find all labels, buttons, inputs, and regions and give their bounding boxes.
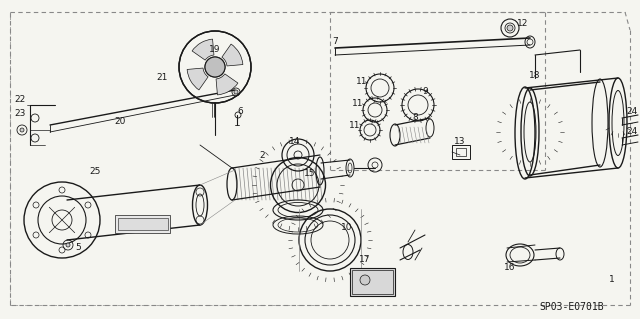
Circle shape: [205, 57, 225, 77]
Bar: [352, 270, 393, 294]
Text: 11: 11: [356, 78, 368, 86]
Text: 13: 13: [454, 137, 466, 146]
Text: 1: 1: [609, 276, 615, 285]
Text: 8: 8: [412, 113, 418, 122]
Wedge shape: [222, 44, 243, 66]
Text: 12: 12: [517, 19, 529, 28]
Text: 15: 15: [304, 168, 316, 177]
Text: 10: 10: [341, 222, 353, 232]
Bar: [452, 145, 470, 159]
Text: 24: 24: [627, 128, 637, 137]
Bar: [350, 268, 395, 296]
Text: 16: 16: [504, 263, 516, 272]
Text: 22: 22: [14, 95, 26, 105]
Text: 7: 7: [332, 38, 338, 47]
Circle shape: [360, 275, 370, 285]
Text: 11: 11: [352, 100, 364, 108]
Text: 17: 17: [359, 256, 371, 264]
Text: SP03-E0701B: SP03-E0701B: [540, 302, 604, 312]
Text: 5: 5: [75, 243, 81, 253]
Circle shape: [20, 128, 24, 132]
Wedge shape: [192, 39, 214, 60]
Wedge shape: [216, 74, 238, 95]
Circle shape: [234, 90, 238, 94]
Text: 11: 11: [349, 122, 361, 130]
Text: 25: 25: [90, 167, 100, 176]
Bar: [115, 215, 170, 233]
Text: 14: 14: [289, 137, 301, 146]
Text: 6: 6: [237, 107, 243, 115]
Text: 19: 19: [209, 46, 221, 55]
Text: 20: 20: [115, 117, 125, 127]
Bar: [118, 218, 168, 230]
Wedge shape: [187, 68, 208, 90]
Circle shape: [66, 243, 70, 247]
Circle shape: [507, 25, 513, 31]
Text: 24: 24: [627, 108, 637, 116]
Text: 18: 18: [529, 70, 541, 79]
Text: 9: 9: [422, 87, 428, 97]
Text: 23: 23: [14, 108, 26, 117]
Text: 2: 2: [259, 151, 265, 160]
Text: 21: 21: [156, 73, 168, 83]
Bar: [456, 148, 466, 156]
